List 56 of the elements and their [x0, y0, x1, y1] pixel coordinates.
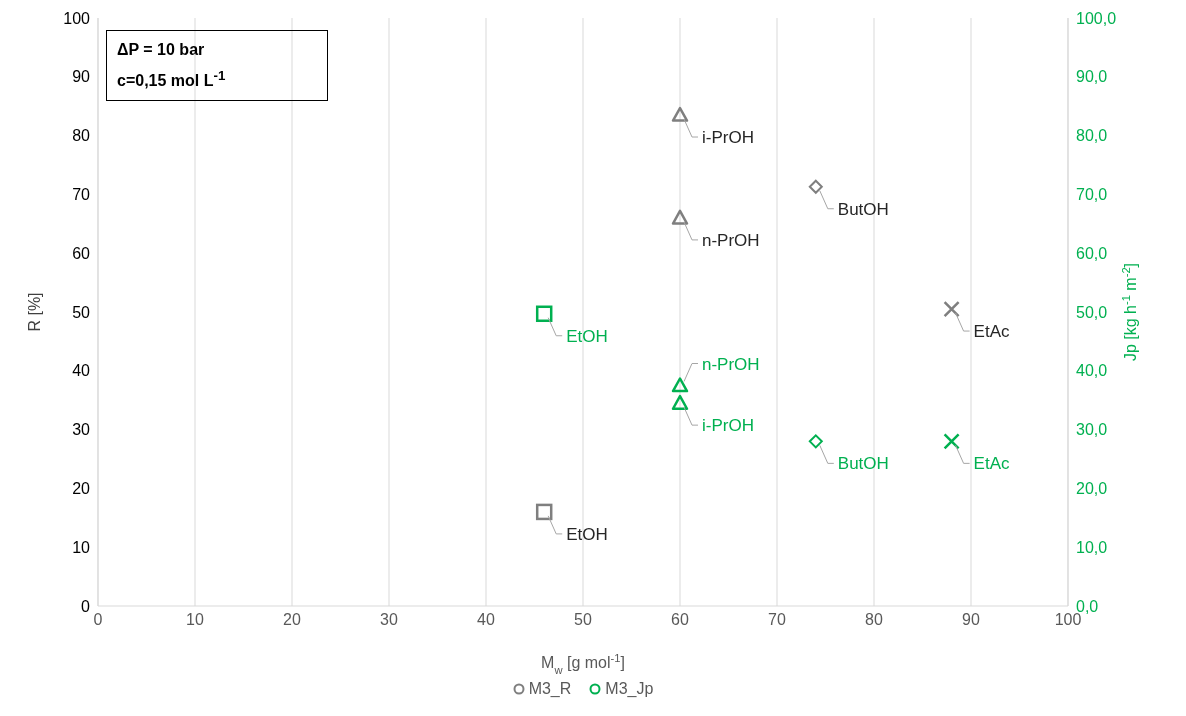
y2-tick-label: 70,0 — [1076, 186, 1108, 204]
data-label: EtOH — [566, 524, 608, 544]
point — [671, 106, 689, 122]
legend-label: M3_R — [527, 680, 572, 698]
x-tick-label: 50 — [574, 611, 592, 629]
y-tick-label: 70 — [72, 186, 91, 204]
x-tick-label: 80 — [865, 611, 883, 629]
data-label: EtOH — [566, 326, 608, 346]
x-tick-label: 40 — [477, 611, 495, 629]
y-tick-label: 20 — [72, 480, 91, 498]
y2-tick-label: 20,0 — [1076, 480, 1108, 498]
y2-tick-label: 100,0 — [1076, 9, 1117, 27]
x-tick-label: 60 — [671, 611, 689, 629]
y2-tick-label: 40,0 — [1076, 362, 1108, 380]
data-label: EtAc — [973, 454, 1010, 474]
x-tick-label: 20 — [283, 611, 301, 629]
point — [535, 503, 553, 521]
point — [671, 394, 689, 410]
y2-tick-label: 10,0 — [1076, 538, 1108, 556]
note-box: ΔP = 10 bar c=0,15 mol L$^{-1}$ — [106, 30, 328, 102]
y-axis-title: R [%] — [26, 292, 43, 332]
x-tick-label: 10 — [186, 611, 204, 629]
data-label: EtAc — [973, 322, 1010, 342]
point — [535, 305, 553, 323]
data-label: n-PrOH — [702, 230, 760, 250]
y2-tick-label: 90,0 — [1076, 68, 1108, 86]
annotation: c=0,15 mol L$^{-1}$ — [117, 68, 226, 90]
y-tick-label: 0 — [81, 597, 91, 615]
data-label: ButOH — [837, 199, 889, 219]
y-tick-label: 80 — [72, 127, 91, 145]
y2-tick-label: 80,0 — [1076, 127, 1108, 145]
legend-label: M3_Jp — [604, 680, 654, 698]
point — [943, 433, 960, 450]
y2-tick-label: 50,0 — [1076, 303, 1108, 321]
point — [671, 209, 689, 225]
y-tick-label: 60 — [72, 244, 91, 262]
x-tick-label: 30 — [380, 611, 398, 629]
y-tick-label: 100 — [63, 9, 91, 27]
y2-tick-label: 60,0 — [1076, 244, 1108, 262]
x-tick-label: 0 — [93, 611, 103, 629]
point — [943, 300, 960, 318]
data-label: i-PrOH — [702, 128, 754, 148]
y-tick-label: 30 — [72, 421, 91, 439]
x-tick-label: 90 — [962, 611, 980, 629]
x-axis-title: M$_{w}$ [g mol$^{-1}$] — [541, 652, 625, 676]
data-label: i-PrOH — [702, 416, 754, 436]
y-tick-label: 10 — [72, 538, 91, 556]
point — [671, 377, 689, 393]
data-label: ButOH — [837, 454, 889, 474]
y-tick-label: 50 — [72, 303, 91, 321]
x-tick-label: 70 — [768, 611, 786, 629]
data-label: n-PrOH — [702, 354, 760, 374]
y-tick-label: 40 — [72, 362, 91, 380]
y-tick-label: 90 — [72, 68, 91, 86]
annotation: ΔP = 10 bar — [117, 41, 205, 58]
y2-tick-label: 30,0 — [1076, 421, 1108, 439]
